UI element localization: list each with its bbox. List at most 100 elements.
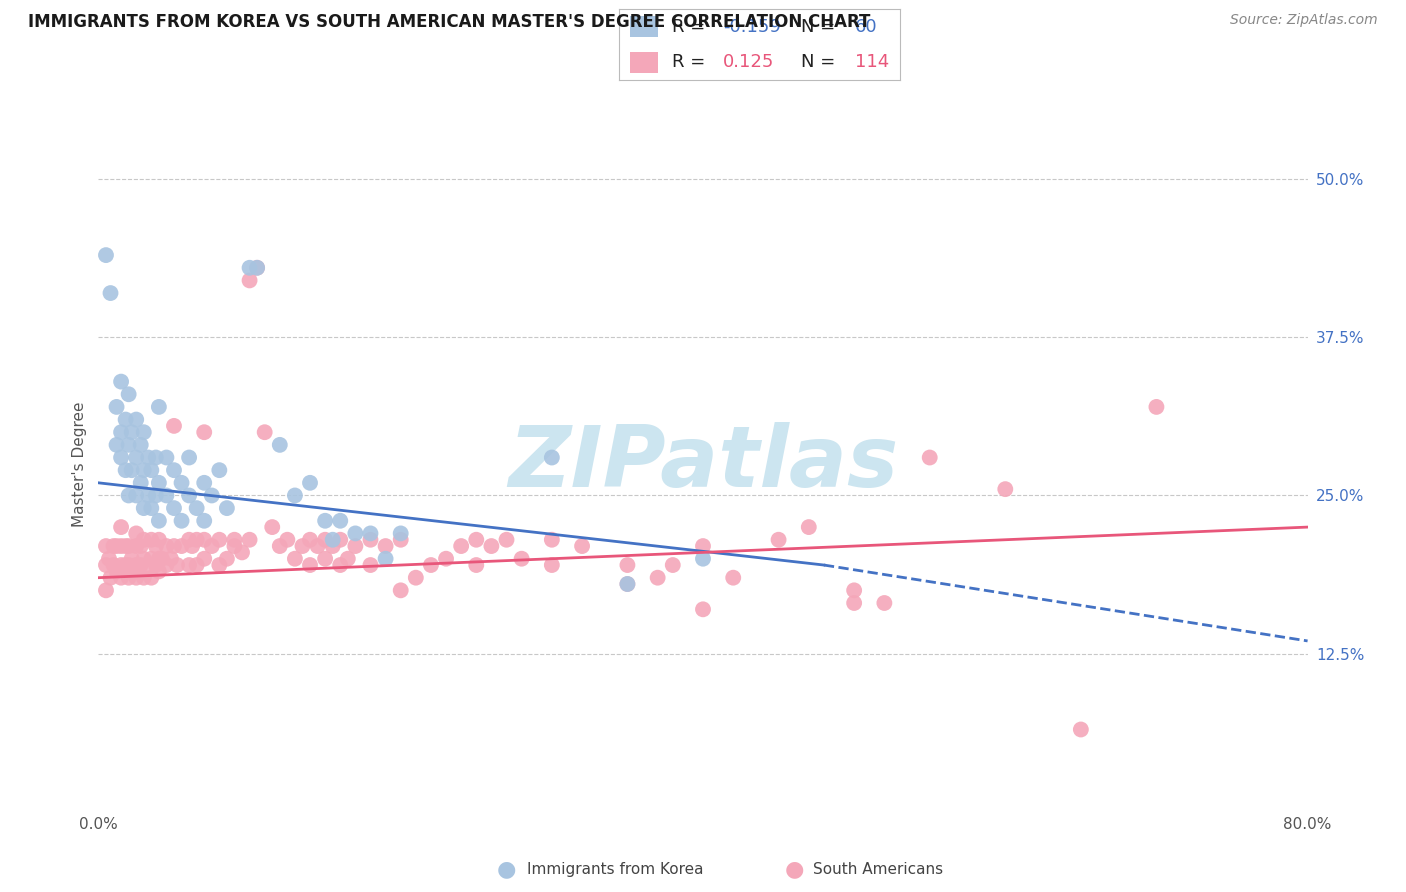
Point — [155, 488, 177, 502]
Text: -0.159: -0.159 — [723, 18, 780, 36]
Point — [148, 565, 170, 579]
Point — [224, 539, 246, 553]
Point — [374, 539, 396, 553]
Text: R =: R = — [672, 54, 706, 71]
Point — [360, 533, 382, 547]
Point — [145, 558, 167, 572]
Point — [148, 551, 170, 566]
Point — [692, 602, 714, 616]
Point — [405, 571, 427, 585]
Point — [540, 558, 562, 572]
Point — [110, 571, 132, 585]
Point — [224, 533, 246, 547]
Point — [450, 539, 472, 553]
Point — [150, 551, 173, 566]
Point — [166, 558, 188, 572]
Point — [193, 475, 215, 490]
Point — [121, 463, 143, 477]
Text: 60: 60 — [855, 18, 877, 36]
Point — [389, 526, 412, 541]
Point — [132, 501, 155, 516]
Point — [136, 450, 159, 465]
Point — [155, 558, 177, 572]
Point — [105, 438, 128, 452]
Point — [269, 438, 291, 452]
Point — [114, 463, 136, 477]
Point — [141, 533, 163, 547]
Point — [148, 514, 170, 528]
Point — [179, 450, 201, 465]
Point — [129, 558, 152, 572]
Point — [179, 533, 201, 547]
Point — [125, 526, 148, 541]
Point — [193, 425, 215, 440]
Point — [994, 482, 1017, 496]
Point — [434, 551, 457, 566]
Point — [132, 463, 155, 477]
Point — [155, 450, 177, 465]
Point — [193, 533, 215, 547]
Point — [125, 558, 148, 572]
Point — [571, 539, 593, 553]
Point — [344, 539, 367, 553]
Point — [145, 539, 167, 553]
Point — [125, 571, 148, 585]
Text: Source: ZipAtlas.com: Source: ZipAtlas.com — [1230, 13, 1378, 28]
Point — [129, 539, 152, 553]
Point — [118, 558, 141, 572]
Point — [129, 438, 152, 452]
Point — [616, 577, 638, 591]
Point — [179, 558, 201, 572]
Point — [215, 551, 238, 566]
Point — [105, 565, 128, 579]
Point — [132, 425, 155, 440]
Point — [246, 260, 269, 275]
Point — [118, 438, 141, 452]
Point — [132, 533, 155, 547]
Point — [299, 558, 322, 572]
Point — [918, 450, 941, 465]
Point — [299, 475, 322, 490]
Point — [110, 520, 132, 534]
Point — [170, 539, 193, 553]
Point — [844, 583, 866, 598]
Point — [314, 533, 336, 547]
Point — [616, 577, 638, 591]
Point — [374, 551, 396, 566]
Point — [193, 514, 215, 528]
Point — [844, 596, 866, 610]
Point — [141, 571, 163, 585]
Point — [692, 551, 714, 566]
Point — [110, 558, 132, 572]
Point — [495, 533, 517, 547]
Text: R =: R = — [672, 18, 706, 36]
Point — [291, 539, 314, 553]
Point — [179, 488, 201, 502]
Text: South Americans: South Americans — [813, 863, 943, 877]
Point — [336, 551, 359, 566]
Point — [1144, 400, 1167, 414]
Point — [360, 558, 382, 572]
Point — [110, 539, 132, 553]
Point — [163, 501, 186, 516]
Point — [314, 514, 336, 528]
Point — [141, 463, 163, 477]
Point — [208, 533, 231, 547]
Point — [284, 488, 307, 502]
Point — [662, 558, 685, 572]
Point — [110, 375, 132, 389]
Point — [98, 551, 121, 566]
Text: ●: ● — [785, 860, 804, 880]
Point — [103, 558, 125, 572]
Point — [1070, 723, 1092, 737]
Point — [193, 551, 215, 566]
Point — [110, 450, 132, 465]
Point — [208, 463, 231, 477]
Point — [125, 488, 148, 502]
Point — [125, 539, 148, 553]
Point — [163, 418, 186, 433]
Text: 114: 114 — [855, 54, 889, 71]
Point — [114, 558, 136, 572]
Point — [797, 520, 820, 534]
Point — [299, 533, 322, 547]
